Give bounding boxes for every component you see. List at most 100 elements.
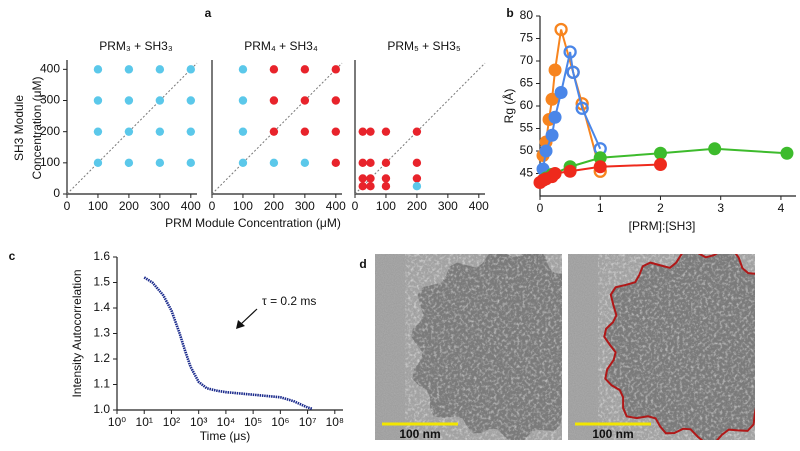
x-tick-label: 100 (233, 199, 253, 213)
y-axis-title: Rg (Å) (501, 89, 516, 124)
x-tick-label: 10⁶ (271, 415, 289, 429)
subplot-title: PRM₅ + SH3₅ (387, 39, 461, 53)
point (269, 96, 279, 105)
point (300, 158, 310, 168)
y-axis-title: SH3 Module (12, 95, 26, 161)
marker (653, 146, 667, 160)
x-tick-label: 10³ (190, 415, 207, 429)
x-tick-label: 10⁸ (326, 415, 344, 429)
marker (566, 65, 580, 79)
scale-label: 100 nm (399, 427, 440, 441)
panel-letter: d (359, 257, 366, 271)
y-tick-label: 70 (520, 53, 534, 67)
micrograph: 100 nm (568, 254, 755, 440)
point (155, 65, 165, 74)
point (186, 158, 196, 168)
point (300, 65, 310, 74)
x-tick-label: 100 (88, 199, 108, 213)
point (412, 174, 422, 183)
point (124, 158, 134, 168)
x-tick-label: 400 (469, 199, 489, 213)
point (93, 127, 103, 136)
x-tick-label: 200 (119, 199, 139, 213)
x-tick-label: 0 (64, 199, 71, 213)
droplet-speckle (405, 254, 562, 440)
marker (548, 110, 562, 124)
y-axis-title: Intensity Autocorrelation (70, 269, 84, 397)
panel-letter: c (9, 249, 16, 263)
x-tick-label: 200 (407, 199, 427, 213)
point (155, 127, 165, 136)
y-tick-label: 1.6 (93, 249, 110, 263)
marker (653, 158, 667, 171)
point (366, 127, 375, 136)
y-tick-label: 1.3 (93, 326, 110, 340)
x-tick-label: 3 (717, 201, 724, 215)
x-axis-title: PRM Module Concentration (μM) (165, 216, 341, 230)
point (269, 158, 279, 168)
x-tick-label: 10¹ (136, 415, 153, 429)
x-tick-label: 10⁴ (217, 415, 236, 429)
x-tick-label: 4 (778, 201, 785, 215)
point (155, 96, 165, 105)
point (366, 158, 375, 168)
y-tick-label: 200 (40, 124, 60, 138)
marker (593, 160, 607, 174)
point (238, 65, 248, 74)
point (381, 127, 391, 136)
point (124, 96, 134, 105)
droplet-speckle (598, 254, 755, 440)
point (186, 127, 196, 136)
point (300, 127, 310, 136)
point (93, 65, 103, 74)
point (238, 96, 248, 105)
y-tick-label: 60 (520, 98, 534, 112)
marker (593, 151, 607, 165)
marker (554, 22, 568, 37)
point (155, 158, 165, 168)
x-tick-label: 400 (181, 199, 201, 213)
point (124, 127, 134, 136)
marker (548, 167, 562, 180)
point (93, 158, 103, 168)
x-tick-label: 300 (438, 199, 458, 213)
x-tick-label: 10² (163, 415, 180, 429)
marker (563, 45, 577, 59)
point (381, 158, 391, 168)
annotation-arrow (239, 308, 258, 326)
droplet-outline (603, 254, 755, 440)
marker (575, 101, 589, 115)
axis-line (116, 257, 343, 411)
x-tick-label: 10⁰ (108, 415, 126, 429)
point (381, 182, 391, 191)
y-tick-label: 1.5 (93, 275, 110, 289)
y-tick-label: 1.0 (93, 402, 110, 416)
y-tick-label: 1.1 (93, 377, 110, 391)
x-axis-title: Time (μs) (200, 429, 250, 443)
arrow-head (236, 320, 245, 329)
subplot-title: PRM₄ + SH3₄ (244, 39, 318, 53)
point (124, 65, 134, 74)
point (93, 96, 103, 105)
point (412, 182, 422, 191)
y-tick-label: 50 (520, 143, 534, 157)
subplot-title: PRM₃ + SH3₃ (99, 39, 173, 53)
marker (545, 92, 559, 106)
series-line (143, 276, 313, 410)
point (358, 158, 367, 168)
point (269, 127, 279, 136)
annotation: τ = 0.2 ms (262, 294, 316, 308)
y-tick-label: 400 (40, 62, 60, 76)
x-tick-label: 10⁵ (244, 415, 262, 429)
micrograph: 100 nm (375, 254, 562, 441)
point (238, 158, 248, 168)
point (331, 127, 341, 136)
point (331, 158, 341, 168)
marker (780, 146, 794, 160)
marker (539, 144, 553, 158)
x-tick-label: 10⁷ (299, 415, 317, 429)
point (381, 174, 391, 183)
point (186, 96, 196, 105)
